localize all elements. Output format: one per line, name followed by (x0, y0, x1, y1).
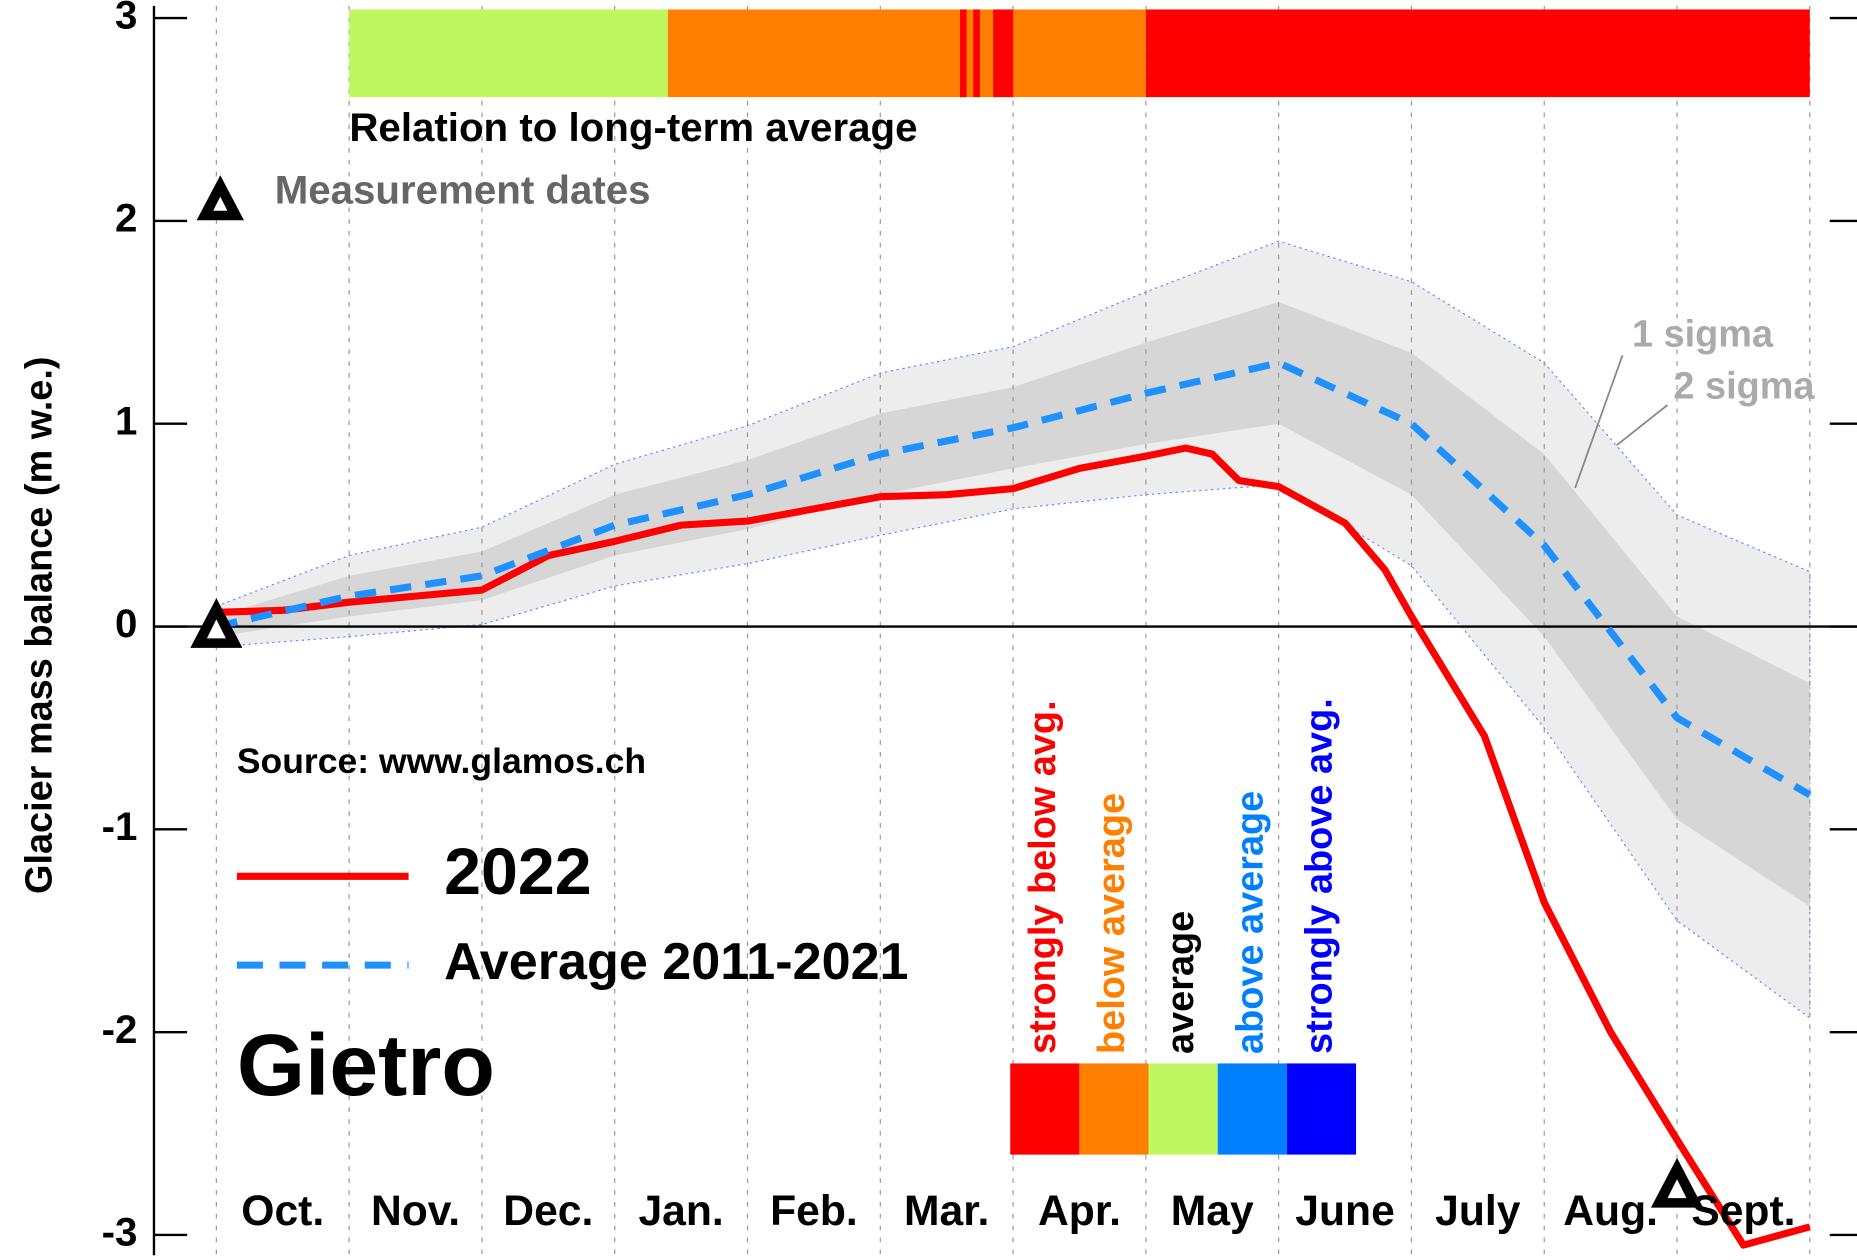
x-tick-label: Dec. (503, 1187, 593, 1235)
x-tick-label: Sept. (1691, 1187, 1795, 1235)
y-tick-label: 2 (115, 196, 137, 241)
measurement-legend-icon-inner (213, 196, 228, 211)
legend-label: Average 2011-2021 (444, 933, 908, 991)
relation-segment (349, 9, 668, 98)
annotations: Glacier mass balance (m w.e.) Relation t… (18, 0, 1815, 1255)
y-tick-label: 1 (115, 398, 137, 443)
x-tick-label: July (1435, 1187, 1521, 1235)
relation-title: Relation to long-term average (349, 105, 917, 150)
y-tick-label: -1 (102, 804, 138, 849)
y-tick-label: 0 (115, 601, 137, 646)
y-axis-label: Glacier mass balance (m w.e.) (18, 357, 60, 895)
grid (152, 5, 1857, 1256)
key-label: below average (1091, 793, 1133, 1054)
x-tick-label: Apr. (1038, 1187, 1121, 1235)
x-tick-label: Mar. (904, 1187, 989, 1235)
y-tick-label: 3 (115, 0, 137, 38)
key-swatch (1010, 1063, 1080, 1155)
sigma-band (216, 302, 1810, 907)
relation-segment (1145, 9, 1810, 98)
legend-label: 2022 (444, 835, 592, 909)
series-line (216, 444, 1811, 1249)
leader-line (1574, 354, 1624, 489)
key-swatch (1286, 1063, 1357, 1155)
measurement-marker-inner (1667, 1179, 1687, 1199)
key-label: above average (1229, 791, 1271, 1054)
x-tick-label: June (1295, 1187, 1395, 1235)
chart-title: Gietro (237, 1016, 495, 1114)
y-tick-label: -3 (102, 1210, 138, 1255)
relation-segment (993, 9, 1014, 98)
band-label: 1 sigma (1632, 313, 1774, 355)
x-tick-label: Aug. (1563, 1187, 1658, 1235)
source: Source: www.glamos.ch (237, 741, 646, 781)
relation-segment (959, 9, 967, 98)
x-tick-label: Jan. (638, 1187, 723, 1235)
measurement-marker-inner (206, 619, 226, 639)
y-tick-label: -2 (102, 1007, 138, 1052)
x-tick-label: Oct. (241, 1187, 324, 1235)
relation-segment (667, 9, 1146, 98)
x-tick-label: May (1171, 1187, 1254, 1235)
band-label: 2 sigma (1673, 365, 1815, 407)
measurement-legend-label: Measurement dates (275, 168, 651, 213)
x-tick-label: Nov. (371, 1187, 460, 1235)
relation-segment (973, 9, 980, 98)
x-tick-label: Feb. (770, 1187, 858, 1235)
key-label: strongly below avg. (1022, 700, 1064, 1054)
leader-line (1616, 404, 1669, 446)
series-line (215, 359, 1812, 798)
key-swatch (1217, 1063, 1287, 1155)
key-swatch (1079, 1063, 1149, 1155)
key-label: strongly above avg. (1298, 698, 1340, 1054)
key-swatch (1148, 1063, 1218, 1155)
lines (215, 9, 1812, 1249)
key-label: average (1160, 911, 1202, 1054)
